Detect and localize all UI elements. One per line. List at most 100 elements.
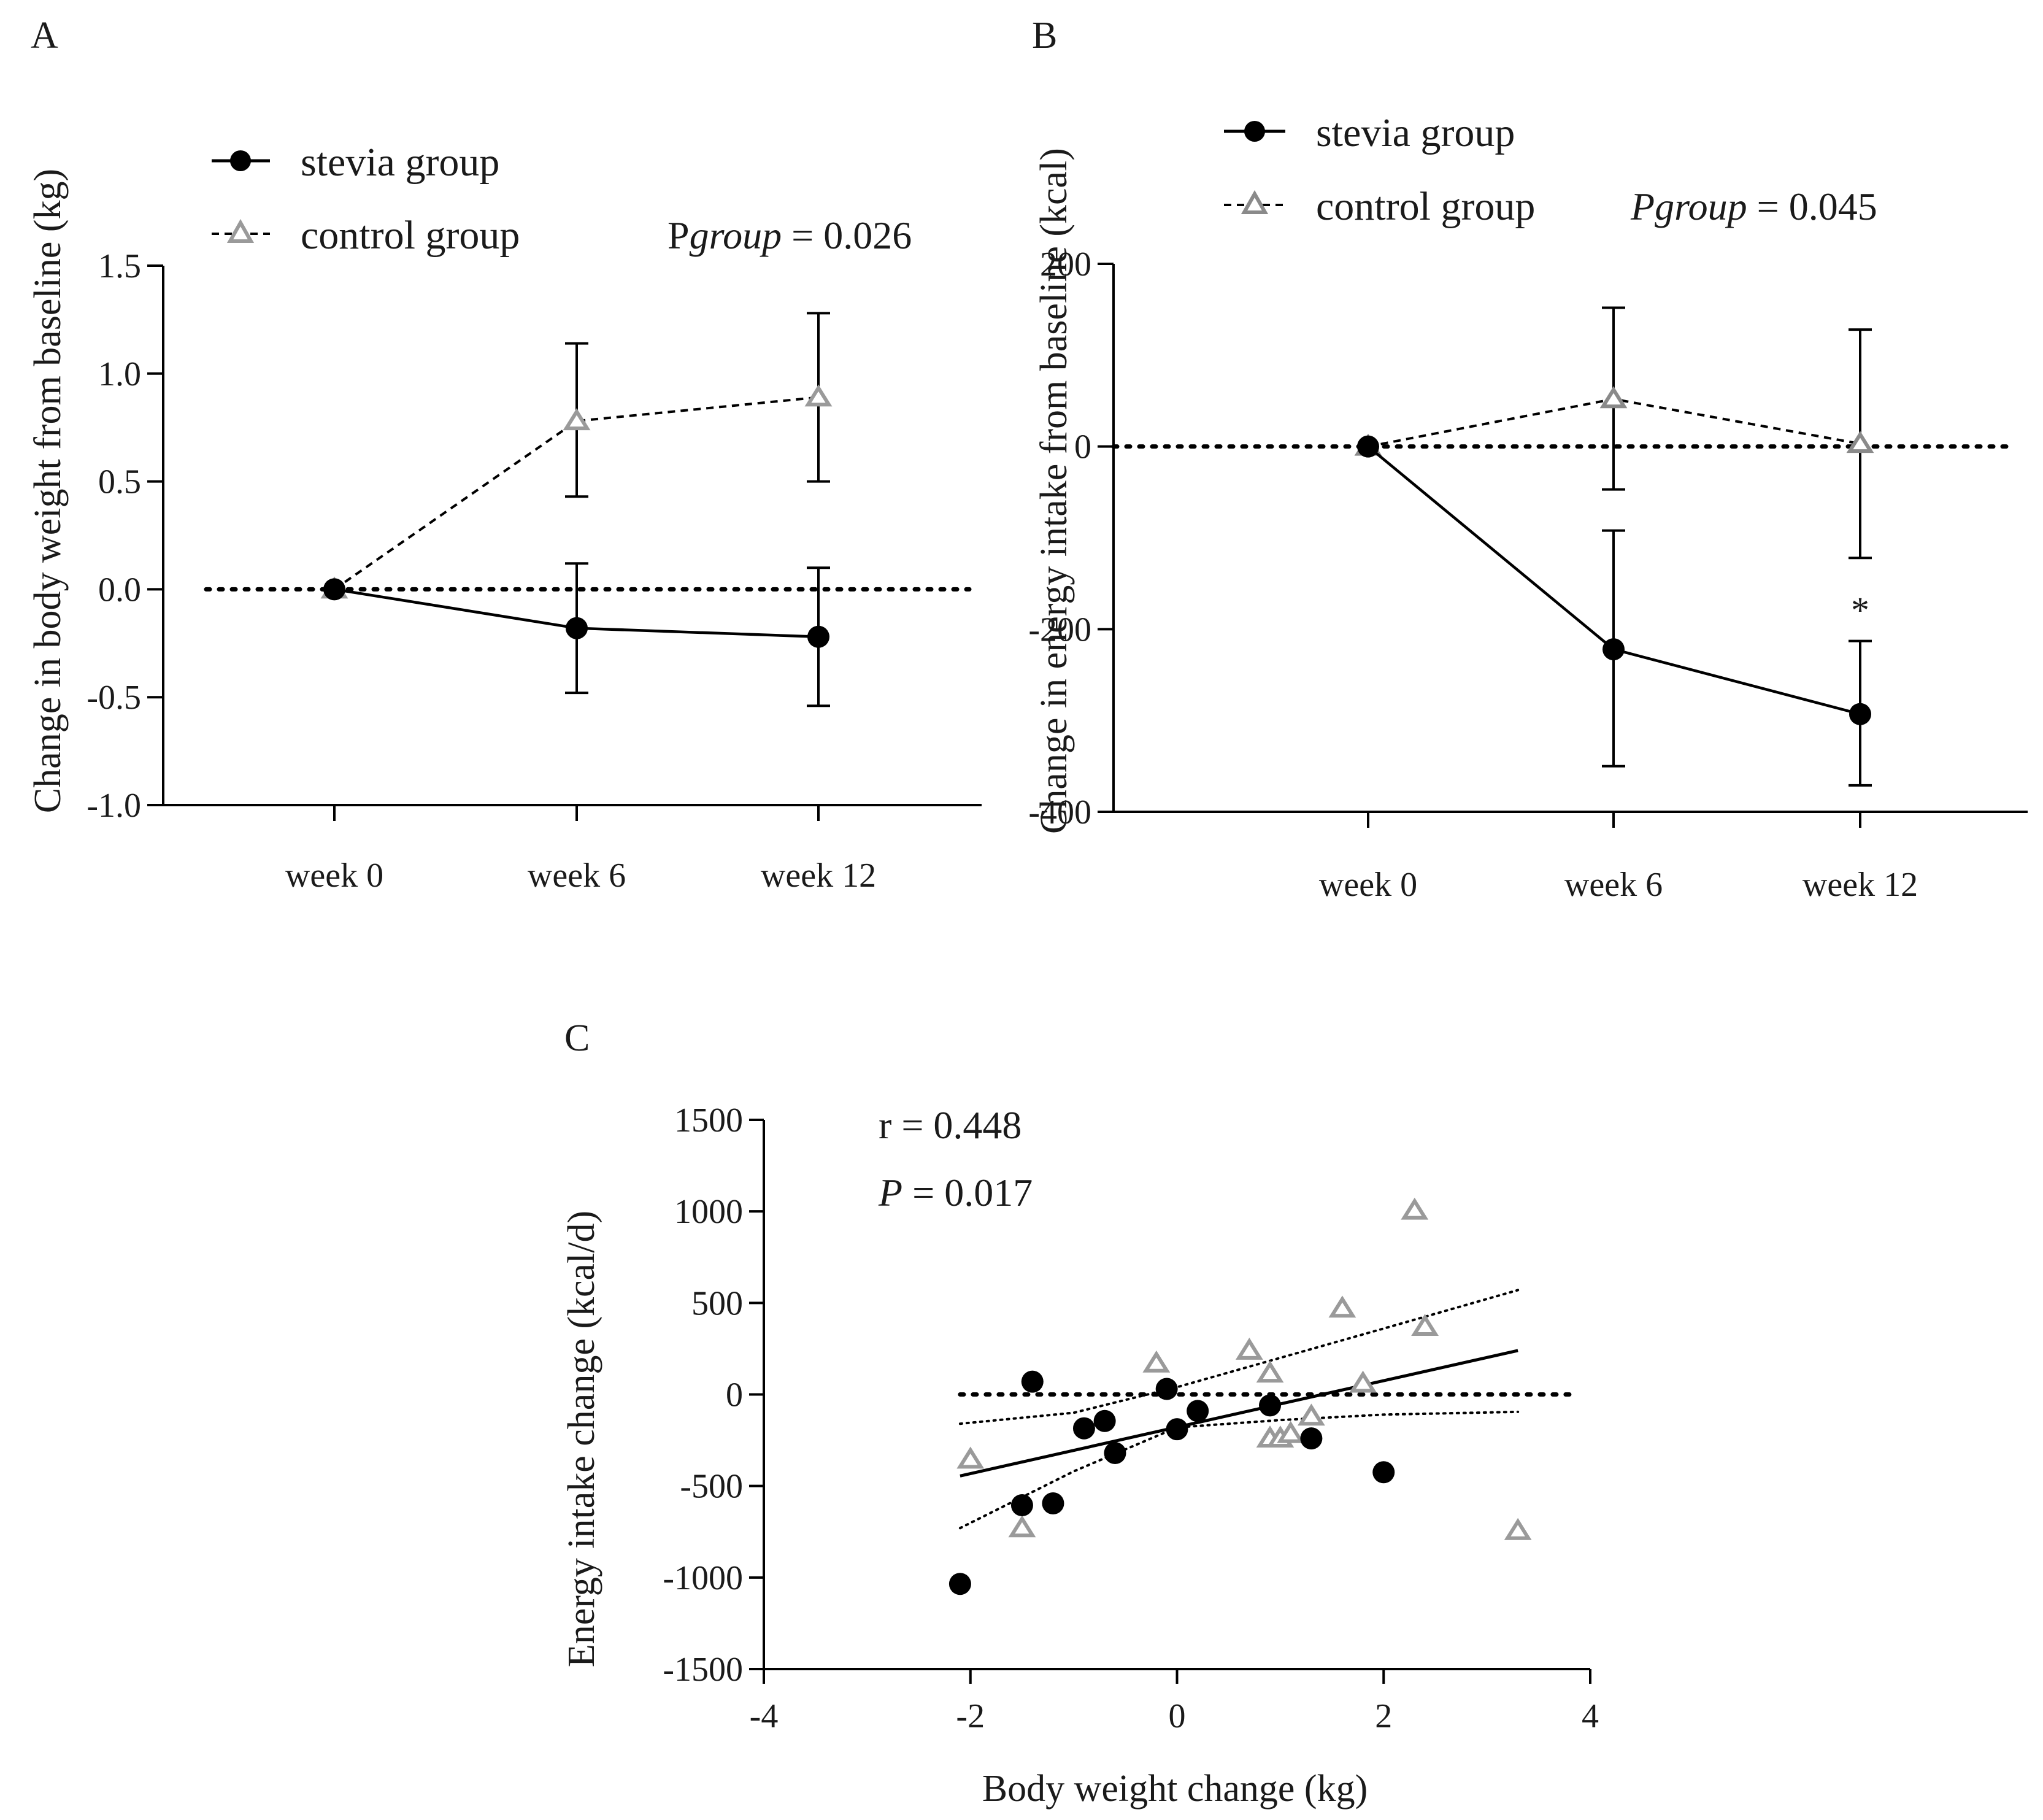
control-point <box>1328 1295 1356 1318</box>
y-tick-label: -0.5 <box>87 679 141 717</box>
stevia-point <box>948 1573 971 1595</box>
x-tick-label: -4 <box>750 1697 779 1735</box>
confidence-band-upper <box>958 1289 1520 1425</box>
stevia-point <box>1072 1417 1095 1440</box>
panel-c-x-axis-title: Body weight change (kg) <box>982 1768 1368 1810</box>
stevia-point <box>1357 435 1379 458</box>
control-point <box>804 384 833 407</box>
stevia-point <box>1166 1418 1188 1441</box>
x-tick-label: 2 <box>1375 1697 1392 1735</box>
panel-c-y-axis: -1500 -1000 -500 0 500 1000 1500 <box>663 1101 765 1689</box>
x-tick-label: week 6 <box>1564 866 1663 904</box>
regression-fit-line <box>960 1349 1518 1478</box>
panel-c-p-annotation: P = 0.017 <box>878 1171 1033 1214</box>
panel-a-y-axis-title: Change in body weight from baseline (kg) <box>27 169 69 813</box>
panel-b-x-axis: week 0 week 6 week 12 <box>1114 811 2028 904</box>
control-point <box>1297 1403 1325 1426</box>
y-tick-label: -400 <box>1028 793 1091 831</box>
control-point <box>1277 1421 1305 1443</box>
panel-b-letter: B <box>1032 15 1057 56</box>
stevia-point <box>1104 1441 1126 1464</box>
control-point <box>1256 1360 1284 1383</box>
panel-b-p-annotation: Pgroup = 0.045 <box>1630 185 1877 228</box>
y-tick-label: -1000 <box>663 1559 743 1597</box>
y-tick-label: 0.5 <box>98 463 141 501</box>
panel-a-legend-control-marker <box>226 218 255 243</box>
stevia-point <box>1372 1461 1395 1484</box>
x-tick-label: week 0 <box>1319 866 1417 904</box>
x-tick-label: week 0 <box>285 857 383 895</box>
stevia-point <box>323 578 345 601</box>
stevia-point <box>807 625 829 648</box>
panel-c-letter: C <box>564 1017 590 1059</box>
significance-asterisk: * <box>1851 590 1869 631</box>
x-tick-label: 0 <box>1169 1697 1186 1735</box>
y-tick-label: 500 <box>691 1284 743 1322</box>
control-point <box>1008 1515 1036 1538</box>
y-tick-label: 1.0 <box>98 355 141 393</box>
y-tick-label: -500 <box>680 1468 743 1506</box>
control-point <box>563 408 591 431</box>
control-point <box>1401 1197 1429 1220</box>
panel-a-letter: A <box>31 15 58 56</box>
stevia-point <box>1259 1394 1282 1417</box>
stevia-point <box>1021 1370 1044 1393</box>
y-tick-label: 1500 <box>674 1101 743 1139</box>
stevia-point <box>1187 1400 1209 1422</box>
control-series-line <box>333 396 819 591</box>
y-tick-label: -1.0 <box>87 787 141 825</box>
panel-c-x-axis: -4 -2 0 2 4 <box>750 1668 1599 1735</box>
panel-b-legend-stevia-label: stevia group <box>1316 110 1515 155</box>
panel-a-y-axis: -1.0 -0.5 0.0 0.5 1.0 1.5 <box>87 247 164 825</box>
stevia-point <box>1602 638 1625 661</box>
panel-a-plot-area <box>204 312 972 708</box>
stevia-point <box>1010 1494 1033 1516</box>
y-tick-label: 0.0 <box>98 571 141 609</box>
control-point <box>1504 1517 1532 1540</box>
panel-b-plot-area: * <box>1111 306 2015 787</box>
control-point <box>1349 1370 1377 1393</box>
control-point <box>956 1446 985 1469</box>
y-tick-label: 1.5 <box>98 247 141 285</box>
x-tick-label: week 6 <box>528 857 626 895</box>
panel-c-r-annotation: r = 0.448 <box>879 1103 1021 1147</box>
panel-a-legend: stevia group control group <box>212 140 520 258</box>
panel-b: B Change in energy intake from baseline … <box>1028 15 2028 904</box>
x-tick-label: 4 <box>1582 1697 1599 1735</box>
control-point <box>1142 1350 1171 1373</box>
panel-b-y-axis-title: Change in energy intake from baseline (k… <box>1033 148 1075 834</box>
control-point <box>1846 431 1874 453</box>
control-point <box>1411 1314 1439 1336</box>
stevia-point <box>1042 1492 1064 1515</box>
confidence-band-lower <box>958 1410 1520 1530</box>
y-tick-label: 0 <box>726 1376 743 1414</box>
stevia-point <box>566 617 588 639</box>
panel-a-p-annotation: Pgroup = 0.026 <box>668 214 912 257</box>
y-tick-label: -1500 <box>663 1651 743 1689</box>
panel-b-legend: stevia group control group <box>1224 110 1535 229</box>
y-tick-label: 0 <box>1074 428 1091 466</box>
x-tick-label: week 12 <box>1803 866 1918 904</box>
panel-b-legend-stevia-marker <box>1244 121 1265 142</box>
stevia-point <box>1155 1378 1178 1400</box>
panel-b-y-axis: -400 -200 0 200 <box>1028 245 1115 831</box>
y-tick-label: -200 <box>1028 611 1091 649</box>
panel-b-legend-control-marker <box>1241 190 1269 214</box>
x-tick-label: week 12 <box>761 857 876 895</box>
panel-c-plot-area <box>948 1197 1572 1595</box>
control-point <box>1235 1337 1263 1360</box>
y-tick-label: 200 <box>1040 245 1091 283</box>
panel-c-y-axis-title: Energy intake change (kcal/d) <box>561 1211 602 1667</box>
panel-a-legend-stevia-label: stevia group <box>301 140 499 185</box>
y-tick-label: 1000 <box>674 1193 743 1231</box>
panel-c: C Energy intake change (kcal/d) Body wei… <box>561 1017 1599 1810</box>
panel-a: A Change in body weight from baseline (k… <box>27 15 982 895</box>
stevia-point <box>1300 1427 1323 1450</box>
panel-a-legend-stevia-marker <box>230 150 251 171</box>
panel-a-legend-control-label: control group <box>301 213 520 258</box>
panel-a-x-axis: week 0 week 6 week 12 <box>163 804 982 895</box>
stevia-point <box>1093 1409 1116 1432</box>
panel-b-legend-control-label: control group <box>1316 184 1535 229</box>
control-point <box>1599 386 1628 409</box>
